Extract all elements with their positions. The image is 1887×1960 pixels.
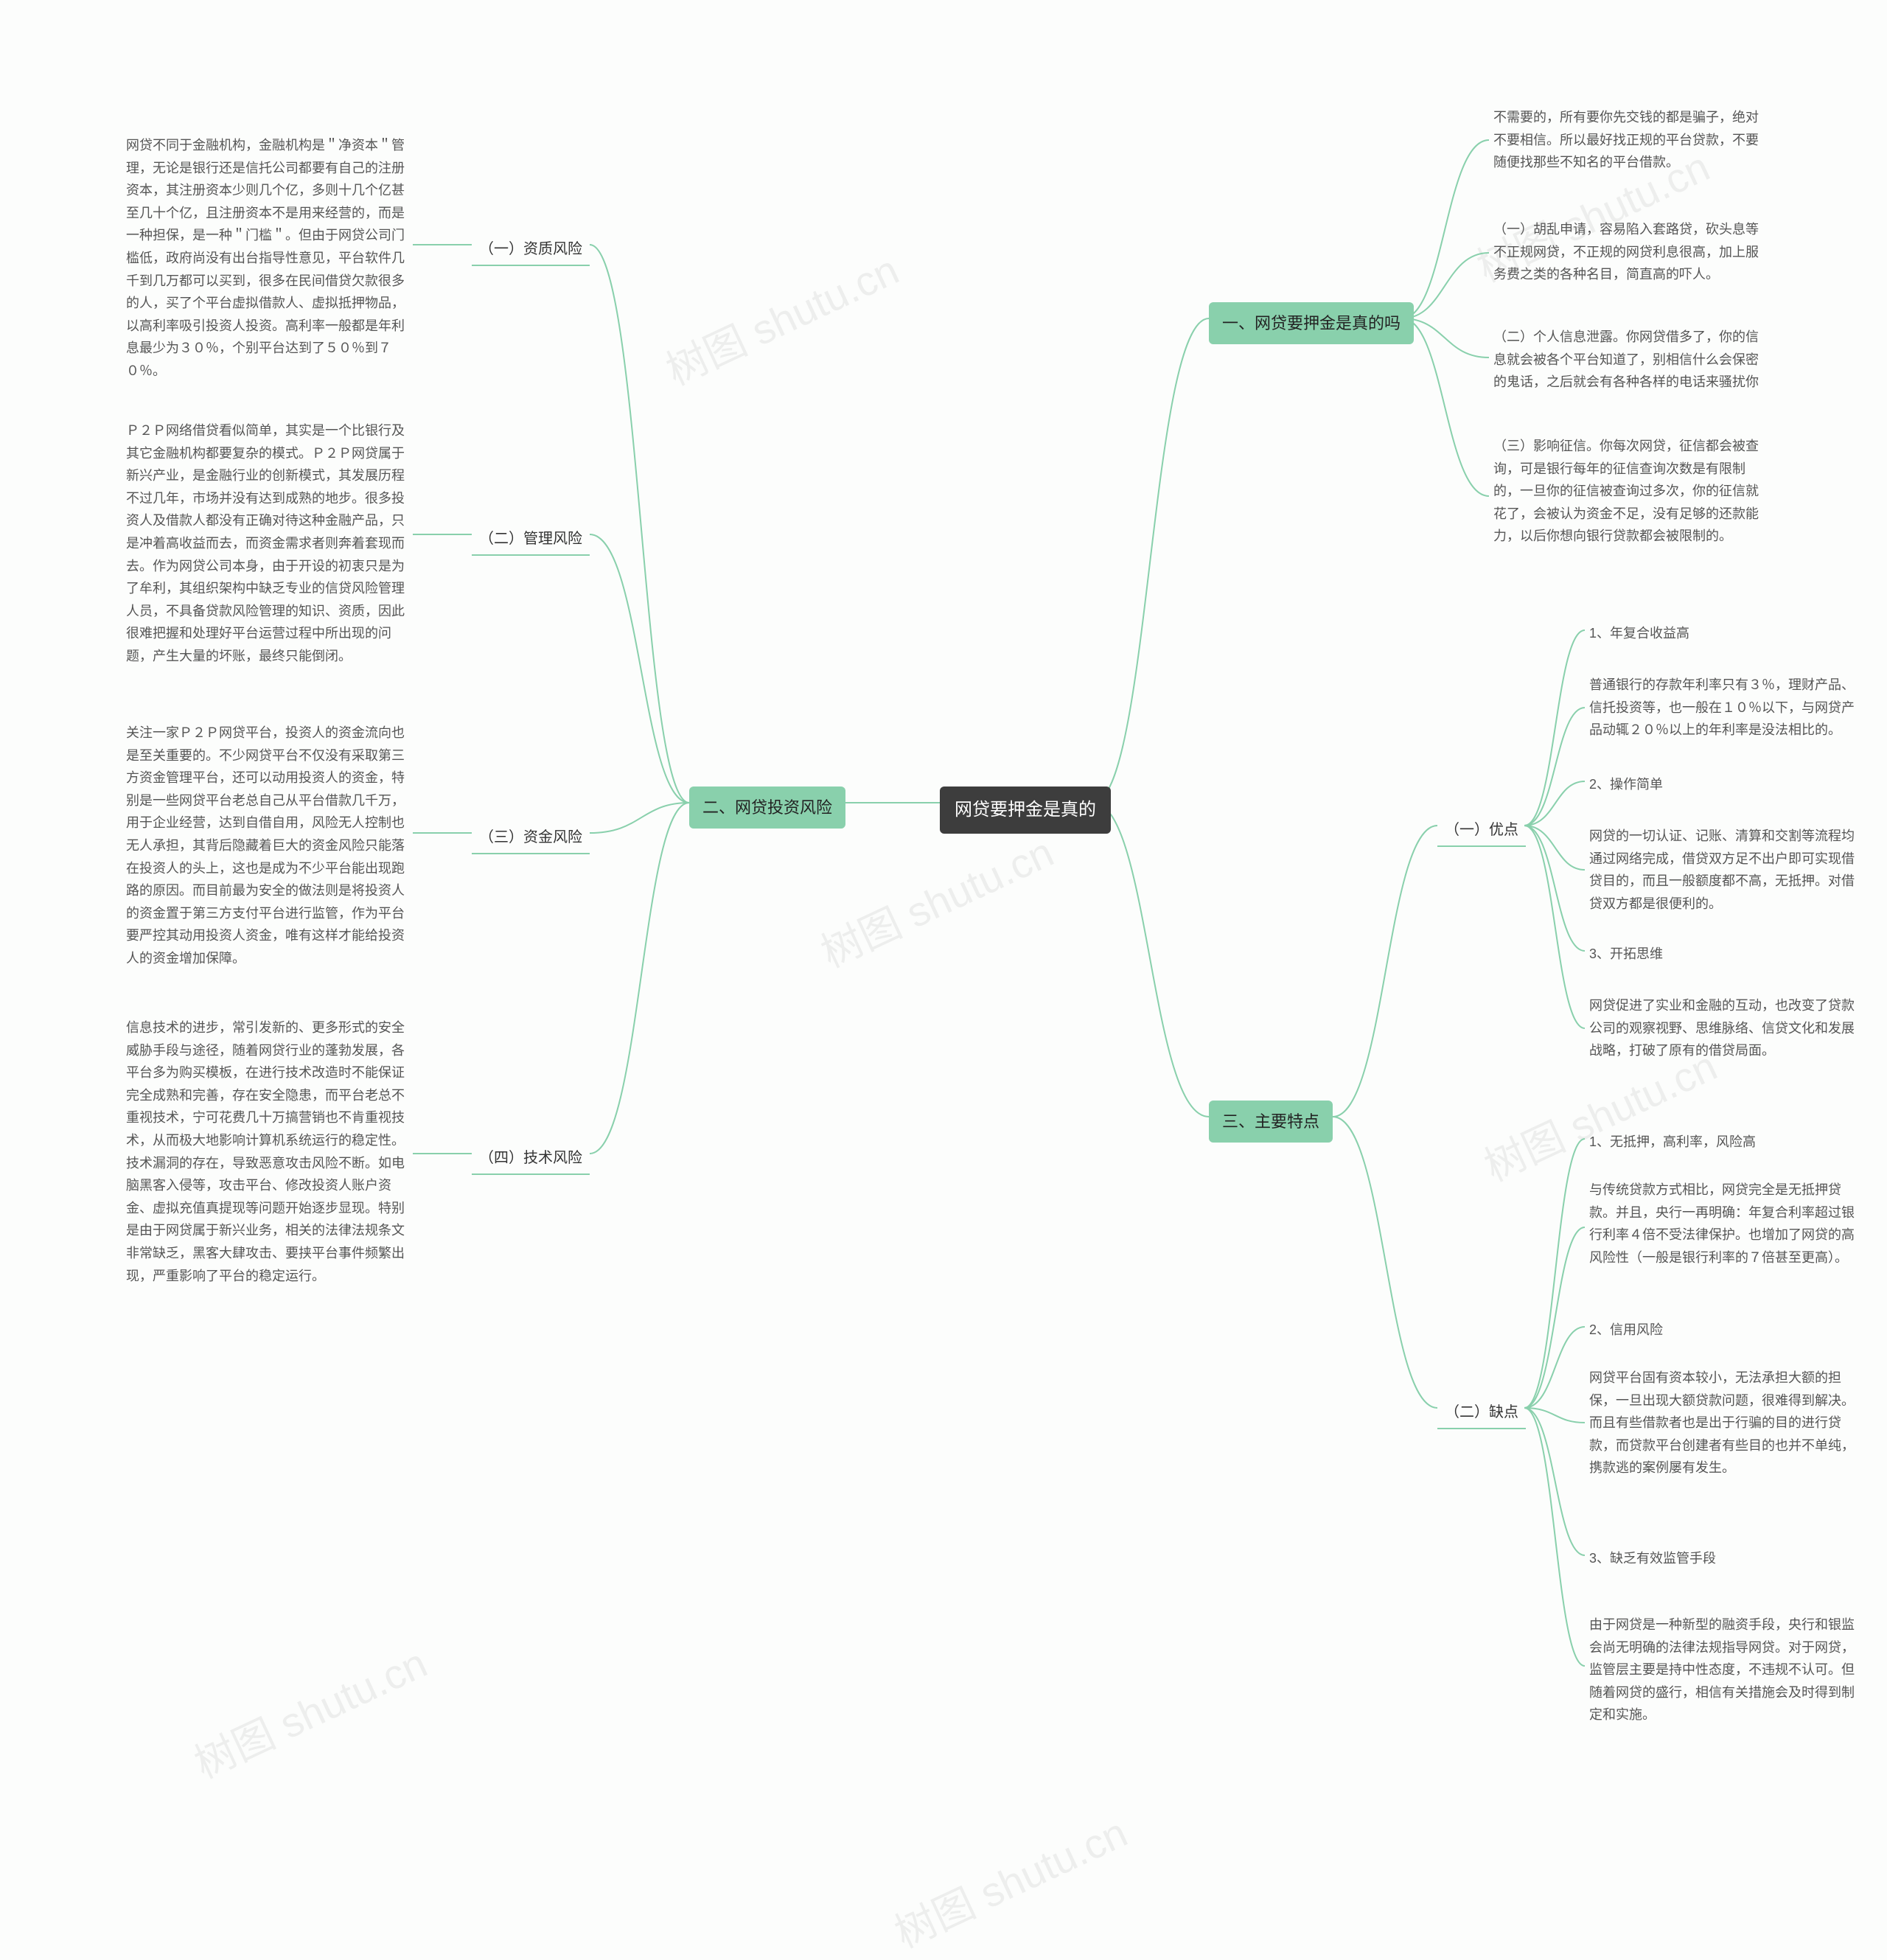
adv-title-0: 1、年复合收益高	[1585, 619, 1694, 648]
adv-text-2: 网贷促进了实业和金融的互动，也改变了贷款公司的观察视野、思维脉络、信贷文化和发展…	[1585, 991, 1865, 1065]
b2-leaf-0: 网贷不同于金融机构，金融机构是＂净资本＂管理，无论是银行还是信托公司都要有自己的…	[122, 131, 416, 386]
b2-leaf-2: 关注一家Ｐ２Ｐ网贷平台，投资人的资金流向也是至关重要的。不少网贷平台不仅没有采取…	[122, 719, 416, 973]
watermark: 树图 shutu.cn	[184, 1631, 436, 1790]
dis-title-2: 3、缺乏有效监管手段	[1585, 1544, 1720, 1573]
branch-1: 一、网贷要押金是真的吗	[1209, 302, 1414, 344]
center-node: 网贷要押金是真的	[940, 787, 1111, 834]
dis-text-0: 与传统贷款方式相比，网贷完全是无抵押贷款。并且，央行一再明确：年复合利率超过银行…	[1585, 1176, 1865, 1272]
dis-title-1: 2、信用风险	[1585, 1316, 1667, 1345]
watermark: 树图 shutu.cn	[884, 1800, 1136, 1960]
branch-3: 三、主要特点	[1209, 1101, 1333, 1143]
b2-sub-0: （一）资质风险	[472, 234, 590, 266]
dis-text-2: 由于网贷是一种新型的融资手段，央行和银监会尚无明确的法律法规指导网贷。对于网贷，…	[1585, 1611, 1865, 1729]
adv-text-1: 网贷的一切认证、记账、清算和交割等流程均通过网络完成，借贷双方足不出户即可实现借…	[1585, 822, 1865, 918]
b2-sub-1: （二）管理风险	[472, 523, 590, 556]
b2-sub-3: （四）技术风险	[472, 1143, 590, 1175]
sub-disadvantages: （二）缺点	[1437, 1397, 1526, 1429]
adv-title-1: 2、操作简单	[1585, 770, 1667, 799]
b1-leaf-0: 不需要的，所有要你先交钱的都是骗子，绝对不要相信。所以最好找正规的平台贷款，不要…	[1489, 103, 1769, 177]
b2-leaf-1: Ｐ２Ｐ网络借贷看似简单，其实是一个比银行及其它金融机构都要复杂的模式。Ｐ２Ｐ网贷…	[122, 416, 416, 671]
watermark: 树图 shutu.cn	[655, 237, 907, 397]
b2-leaf-3: 信息技术的进步，常引发新的、更多形式的安全威胁手段与途径，随着网贷行业的蓬勃发展…	[122, 1014, 416, 1290]
branch-2: 二、网贷投资风险	[689, 787, 845, 829]
sub-advantages: （一）优点	[1437, 815, 1526, 847]
dis-text-1: 网贷平台固有资本较小，无法承担大额的担保，一旦出现大额贷款问题，很难得到解决。而…	[1585, 1364, 1865, 1482]
b1-leaf-1: （一）胡乱申请，容易陷入套路贷，砍头息等不正规网贷，不正规的网贷利息很高，加上服…	[1489, 215, 1769, 289]
dis-title-0: 1、无抵押，高利率，风险高	[1585, 1128, 1760, 1157]
b2-sub-2: （三）资金风险	[472, 822, 590, 854]
b1-leaf-3: （三）影响征信。你每次网贷，征信都会被查询，可是银行每年的征信查询次数是有限制的…	[1489, 432, 1769, 551]
watermark: 树图 shutu.cn	[810, 820, 1062, 980]
adv-text-0: 普通银行的存款年利率只有３％，理财产品、信托投资等，也一般在１０％以下，与网贷产…	[1585, 671, 1865, 744]
b1-leaf-2: （二）个人信息泄露。你网贷借多了，你的信息就会被各个平台知道了，别相信什么会保密…	[1489, 323, 1769, 397]
adv-title-2: 3、开拓思维	[1585, 940, 1667, 969]
